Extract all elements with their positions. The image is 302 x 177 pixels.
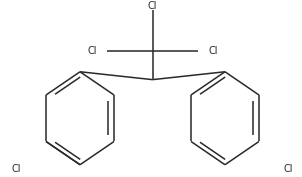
- Text: Cl: Cl: [148, 1, 157, 11]
- Text: Cl: Cl: [87, 46, 97, 56]
- Text: Cl: Cl: [208, 46, 218, 56]
- Text: Cl: Cl: [12, 164, 21, 174]
- Text: Cl: Cl: [284, 164, 293, 174]
